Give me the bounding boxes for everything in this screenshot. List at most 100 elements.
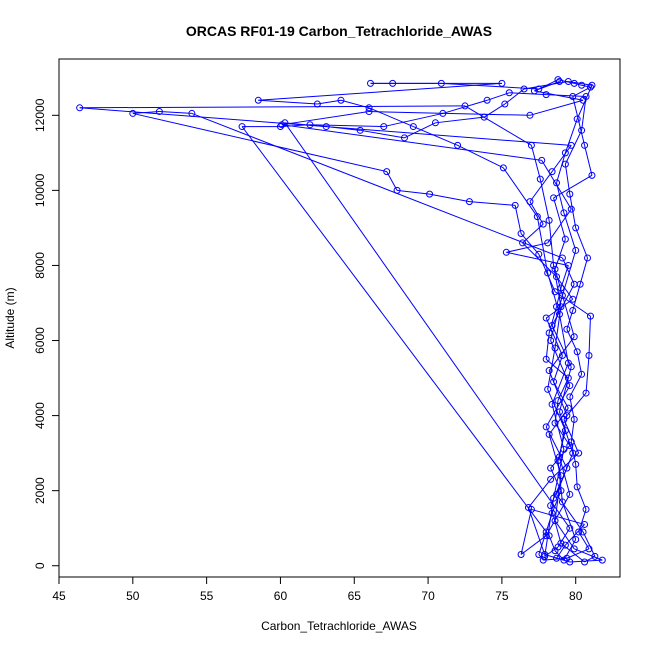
data-point (526, 198, 534, 206)
data-point (536, 175, 544, 183)
data-point (566, 382, 574, 390)
data-point (548, 168, 556, 176)
data-point (551, 265, 559, 273)
series-segment (579, 257, 589, 285)
data-point (553, 179, 561, 187)
series-segment (520, 509, 532, 555)
series-segment (469, 201, 516, 206)
data-point (569, 306, 577, 314)
series-segment (545, 332, 550, 360)
data-point (575, 528, 583, 536)
data-point (551, 288, 559, 296)
x-tick-label: 45 (52, 589, 66, 603)
x-tick-label: 75 (495, 589, 509, 603)
series-segment (429, 193, 470, 203)
data-point (561, 427, 569, 435)
series-segment (132, 112, 387, 173)
data-point (499, 164, 507, 172)
series-segment (404, 122, 436, 139)
data-point (591, 552, 599, 560)
series-points (76, 76, 606, 566)
data-point (550, 261, 558, 269)
series-segment (553, 381, 569, 409)
series-segment (258, 99, 318, 105)
series-segment (369, 111, 530, 116)
data-point (585, 545, 593, 553)
data-point (480, 113, 488, 121)
data-point (76, 104, 84, 112)
data-point (550, 494, 558, 502)
data-point (365, 104, 373, 112)
data-point (566, 442, 574, 450)
data-point (501, 100, 509, 108)
series-segment (558, 366, 572, 412)
data-point (544, 385, 552, 393)
series-segment (564, 118, 578, 154)
series-segment (281, 124, 542, 161)
data-point (557, 472, 565, 480)
series-segment (568, 81, 593, 86)
series-segment (547, 208, 572, 244)
series-lines (79, 79, 603, 563)
series-segment (79, 105, 465, 109)
data-point (572, 224, 580, 232)
chart-title: ORCAS RF01-19 Carbon_Tetrachloride_AWAS (186, 23, 492, 39)
data-point (541, 550, 549, 558)
series-segment (529, 201, 544, 225)
series-segment (132, 111, 160, 114)
series-segment (457, 144, 504, 169)
data-point (555, 310, 563, 318)
series-segment (538, 554, 544, 561)
data-point (554, 543, 562, 551)
series-segment (527, 507, 546, 555)
data-point (582, 505, 590, 513)
data-point (461, 102, 469, 110)
series-segment (584, 555, 596, 563)
data-point (542, 423, 550, 431)
data-point (555, 453, 563, 461)
data-point (356, 126, 364, 134)
series-segment (486, 92, 510, 101)
data-point (570, 79, 578, 87)
data-point (560, 209, 568, 217)
series-segment (483, 103, 506, 118)
data-point (535, 250, 543, 258)
data-point (566, 524, 574, 532)
series-segment (520, 535, 547, 555)
series-segment (563, 419, 580, 454)
series-segment (572, 284, 581, 311)
data-point (572, 535, 580, 543)
data-point (538, 156, 546, 164)
series-segment (556, 494, 584, 533)
data-point (566, 558, 574, 566)
data-point (567, 438, 575, 446)
data-point (564, 374, 572, 382)
series-segment (546, 94, 587, 98)
data-point (545, 532, 553, 540)
data-point (551, 419, 559, 427)
data-point (431, 119, 439, 127)
series-segment (582, 531, 596, 557)
data-point (550, 194, 558, 202)
series-segment (548, 370, 568, 416)
data-point (569, 295, 577, 303)
series-segment (570, 441, 577, 465)
data-point (561, 149, 569, 157)
data-point (570, 333, 578, 341)
data-point (557, 284, 565, 292)
x-tick-label: 70 (421, 589, 435, 603)
series-segment (464, 105, 532, 146)
data-point (313, 100, 321, 108)
y-tick-label: 10000 (33, 173, 47, 207)
data-point (566, 393, 574, 401)
series-segment (545, 358, 569, 379)
data-point (572, 460, 580, 468)
data-point (553, 303, 561, 311)
series-segment (576, 351, 583, 375)
series-segment (550, 505, 562, 544)
data-point (548, 322, 556, 330)
data-point (585, 352, 593, 360)
data-point (520, 85, 528, 93)
data-point (564, 404, 572, 412)
series-segment (545, 385, 571, 428)
